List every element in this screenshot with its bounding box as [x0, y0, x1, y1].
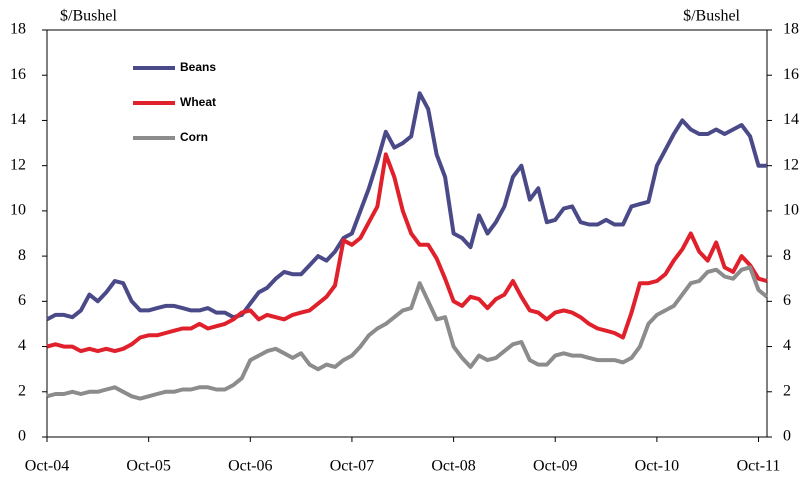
y2-tick-label: 12: [783, 156, 799, 173]
y2-tick-label: 0: [783, 428, 791, 445]
x-tick-label: Oct-10: [635, 458, 679, 475]
y2-tick-label: 10: [783, 202, 799, 219]
y-tick-label: 0: [18, 428, 26, 445]
x-tick-label: Oct-11: [737, 458, 781, 475]
legend-label: Beans: [180, 60, 216, 74]
y-axis-label: $/Bushel: [60, 8, 117, 25]
y-tick-label: 16: [10, 66, 26, 83]
y-tick-label: 4: [18, 337, 26, 354]
y2-axis-label: $/Bushel: [683, 8, 740, 25]
x-tick-label: Oct-08: [431, 458, 475, 475]
series-line: [46, 265, 769, 401]
y-tick-label: 6: [18, 292, 26, 309]
y2-tick-label: 4: [783, 337, 791, 354]
y-tick-label: 12: [10, 156, 26, 173]
y2-tick-label: 6: [783, 292, 791, 309]
x-tick-label: Oct-07: [330, 458, 374, 475]
y2-tick-label: 18: [783, 21, 799, 38]
plot-frame: [46, 29, 768, 438]
x-tick-label: Oct-09: [533, 458, 577, 475]
legend-label: Corn: [180, 130, 208, 144]
y2-tick-label: 2: [783, 382, 791, 399]
series-line: [46, 91, 767, 322]
x-tick-label: Oct-05: [126, 458, 170, 475]
y-tick-label: 18: [10, 21, 26, 38]
y2-tick-label: 14: [783, 111, 799, 128]
legend-label: Wheat: [180, 95, 216, 109]
series-line: [46, 152, 768, 354]
y-tick-label: 2: [18, 382, 26, 399]
y2-tick-label: 8: [783, 247, 791, 264]
y-tick-label: 14: [10, 111, 26, 128]
x-tick-label: Oct-06: [228, 458, 272, 475]
y2-tick-label: 16: [783, 66, 799, 83]
y-tick-label: 8: [18, 247, 26, 264]
x-tick-label: Oct-04: [25, 458, 69, 475]
y-tick-label: 10: [10, 202, 26, 219]
